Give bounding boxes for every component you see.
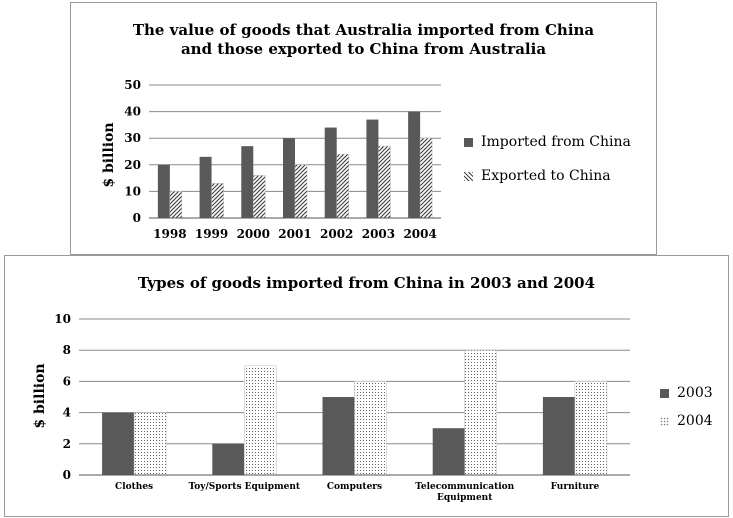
chart2-ylabel: $ billion: [32, 363, 48, 428]
chart1-legend-swatch-1: [464, 171, 473, 181]
chart1-bar-imported-from-china: [324, 127, 337, 218]
chart1-ytick-label: 10: [124, 184, 141, 198]
chart2-legend-swatch-0: [660, 388, 669, 398]
chart2-bar-2004: [354, 381, 387, 476]
chart2-legend-label-1: 2004: [677, 413, 713, 429]
chart1-bar-imported-from-china: [157, 164, 170, 218]
chart1-bar-exported-to-china: [294, 164, 308, 219]
chart1-title-line1: The value of goods that Australia import…: [132, 21, 595, 39]
chart2-plot: $ billion 0 2 4 6 8 10 Clothes Toy/Sports Equip…: [32, 312, 630, 503]
chart2-ytick-label: 4: [63, 406, 71, 420]
chart2-bar-2003: [102, 412, 135, 475]
chart2-bar-2003: [542, 397, 575, 475]
chart2-xtick-label: Furniture: [551, 482, 600, 492]
chart1-ytick-label: 0: [133, 211, 141, 225]
chart2-xtick-label: Equipment: [437, 493, 493, 503]
chart1-xtick-label: 2004: [403, 227, 436, 241]
chart1-legend-swatch-0: [464, 137, 473, 147]
chart2-xtick-label: Computers: [327, 482, 382, 492]
chart1-bar-imported-from-china: [199, 156, 212, 218]
chart2-bar-2004: [133, 412, 167, 476]
chart1-xtick-label: 1998: [153, 227, 186, 241]
chart2-ytick-label: 2: [63, 437, 71, 451]
chart1-plot: $ billion 0 10 20 30 40 50 1998 1999 2000 2001 200…: [101, 78, 441, 241]
chart2-bar-2004: [464, 349, 497, 476]
chart2-legend-swatch-1: [660, 416, 669, 426]
chart2-legend-item-0: 2003: [660, 385, 713, 401]
chart2-bar-2003: [322, 397, 355, 475]
chart2-bar-2004: [244, 365, 277, 476]
chart2-bar-2004: [574, 381, 608, 476]
chart1-ylabel: $ billion: [101, 122, 117, 187]
chart1-bar-imported-from-china: [366, 119, 379, 218]
chart2-bar-2003: [432, 428, 465, 475]
chart2-ytick-label: 0: [63, 468, 71, 482]
chart-panel-2: Types of goods imported from China in 20…: [4, 255, 729, 517]
chart1-bar-exported-to-china: [211, 183, 224, 219]
chart1-xtick-label: 2001: [278, 227, 311, 241]
chart1-legend-item-1: Exported to China: [464, 168, 611, 184]
chart1-xtick-label: 1999: [195, 227, 228, 241]
chart1-bar-exported-to-china: [419, 137, 433, 219]
chart1-xtick-label: 2003: [362, 227, 395, 241]
chart1-legend-item-0: Imported from China: [464, 134, 631, 150]
chart1-legend-label-1: Exported to China: [481, 168, 611, 184]
chart2-xtick-label: Clothes: [115, 482, 153, 492]
chart1-ytick-label: 50: [124, 78, 141, 92]
chart2-bar-2003: [212, 443, 245, 475]
chart2-legend-item-1: 2004: [660, 413, 713, 429]
chart2-xtick-label: Toy/Sports Equipment: [189, 482, 301, 492]
chart1-title: The value of goods that Australia import…: [71, 21, 656, 59]
chart1-bar-exported-to-china: [253, 175, 266, 219]
chart1-ytick-label: 40: [124, 105, 141, 119]
chart-panel-1: The value of goods that Australia import…: [70, 2, 657, 255]
chart2-title: Types of goods imported from China in 20…: [137, 274, 596, 292]
chart1-bar-exported-to-china: [336, 153, 349, 219]
chart1-bar-exported-to-china: [169, 191, 183, 219]
chart1-bar-imported-from-china: [283, 138, 295, 218]
chart1-xtick-label: 2002: [320, 227, 353, 241]
chart2-legend-label-0: 2003: [677, 385, 713, 401]
chart1-ytick-label: 20: [124, 158, 141, 172]
chart1-bar-imported-from-china: [241, 146, 254, 218]
chart2-ytick-label: 8: [63, 343, 71, 357]
chart1-bar-imported-from-china: [408, 111, 421, 218]
chart2-xtick-label: Telecommunication: [415, 482, 514, 492]
chart2-ytick-label: 6: [63, 374, 71, 388]
chart1-title-line2: and those exported to China from Austral…: [180, 40, 547, 58]
chart1-bar-exported-to-china: [378, 145, 391, 219]
chart2-ytick-label: 10: [54, 312, 71, 326]
chart1-xtick-label: 2000: [237, 227, 270, 241]
chart1-legend-label-0: Imported from China: [481, 134, 631, 150]
chart1-ytick-label: 30: [124, 131, 141, 145]
